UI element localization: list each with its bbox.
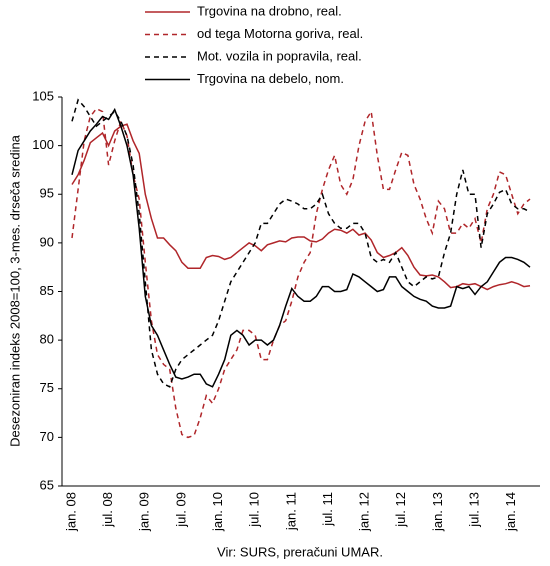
y-tick-label: 70 (40, 429, 54, 444)
y-tick-label: 90 (40, 234, 54, 249)
series-line (71, 98, 531, 388)
series-line (71, 107, 531, 439)
x-tick-label: jan. 14 (503, 492, 518, 532)
y-tick-label: 100 (32, 137, 54, 152)
x-tick-label: jul. 13 (466, 492, 481, 528)
x-tick-label: jan. 11 (283, 492, 298, 531)
x-tick-label: jan. 12 (357, 492, 372, 532)
series-line (71, 107, 531, 388)
series-line (71, 123, 531, 291)
y-axis-title: Desezoniran indeks 2008=100, 3-mes. drse… (7, 134, 22, 447)
y-tick-label: 105 (32, 88, 54, 103)
legend-label: od tega Motorna goriva, real. (197, 26, 363, 41)
x-tick-label: jul. 08 (100, 492, 115, 528)
y-tick-label: 75 (40, 380, 54, 395)
legend-label: Trgovina na drobno, real. (197, 3, 342, 18)
x-tick-label: jan. 13 (430, 492, 445, 532)
x-tick-label: jan. 10 (210, 492, 225, 532)
source-note: Vir: SURS, preračuni UMAR. (217, 544, 383, 559)
y-tick-label: 85 (40, 283, 54, 298)
legend-label: Mot. vozila in popravila, real. (197, 48, 362, 63)
y-tick-label: 65 (40, 477, 54, 492)
x-tick-label: jul. 12 (393, 492, 408, 528)
legend-label: Trgovina na debelo, nom. (197, 71, 344, 86)
x-tick-label: jul. 09 (173, 492, 188, 528)
x-tick-label: jan. 09 (137, 492, 152, 532)
x-tick-label: jul. 10 (247, 492, 262, 528)
y-tick-label: 95 (40, 186, 54, 201)
y-tick-label: 80 (40, 332, 54, 347)
x-tick-label: jan. 08 (63, 492, 78, 532)
x-tick-label: jul. 11 (320, 492, 335, 527)
